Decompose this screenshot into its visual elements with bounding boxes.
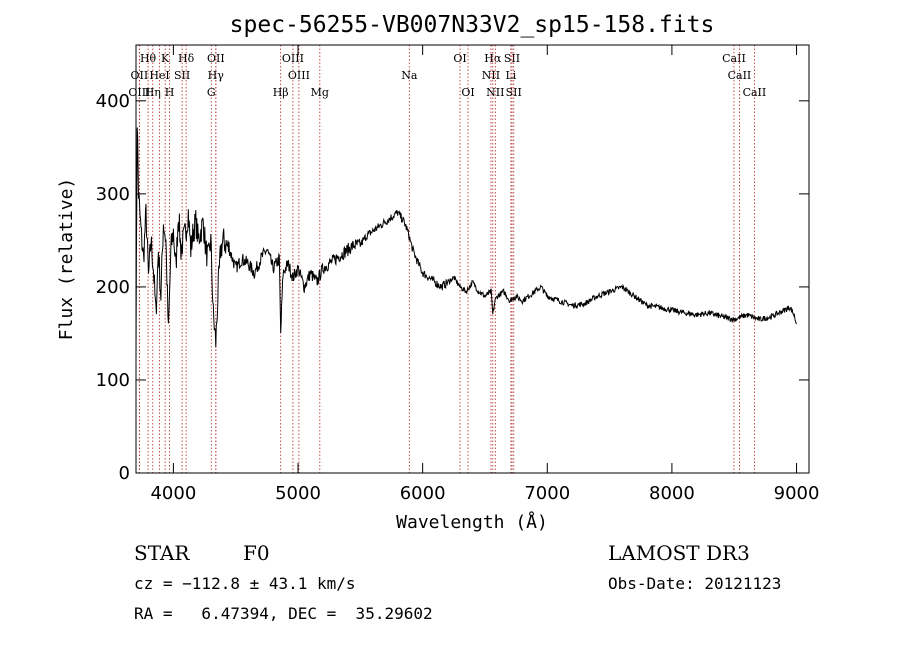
line-marker-label: Hδ [178, 52, 195, 65]
x-axis: 4000 5000 6000 7000 8000 9000 [150, 45, 819, 504]
line-marker-label: OIII [282, 52, 304, 65]
line-marker-label: Hγ [208, 69, 225, 82]
y-tick-label: 100 [96, 370, 130, 391]
line-marker-label: OIII [128, 86, 150, 99]
line-marker-label: OII [131, 69, 149, 82]
spectrum-series [135, 127, 797, 357]
line-marker-label: CaII [743, 86, 767, 99]
velocity-text: cz = −112.8 ± 43.1 km/s [134, 574, 356, 593]
line-marker-label: OIII [288, 69, 310, 82]
line-marker-label: SII [174, 69, 190, 82]
y-axis: 0 100 200 300 400 [96, 91, 809, 484]
line-marker-label: NII [482, 69, 500, 82]
line-marker-label: NII [486, 86, 504, 99]
line-marker-label: OI [453, 52, 466, 65]
line-marker-label: H [165, 86, 175, 99]
x-tick-label: 7000 [524, 483, 570, 504]
line-marker-label: HeI [149, 69, 169, 82]
line-marker-label: CaII [722, 52, 746, 65]
y-tick-label: 300 [96, 184, 130, 205]
line-marker-label: Hθ [140, 52, 157, 65]
x-tick-label: 6000 [400, 483, 446, 504]
line-marker-label: K [161, 52, 170, 65]
line-marker-label: Mg [311, 86, 329, 99]
y-tick-label: 0 [119, 463, 130, 484]
y-axis-label: Flux (relative) [56, 178, 77, 341]
line-marker-label: CaII [728, 69, 752, 82]
object-class: STAR [134, 541, 190, 565]
obs-date-text: Obs-Date: 20121123 [608, 574, 781, 593]
object-subclass: F0 [243, 541, 270, 565]
y-tick-label: 400 [96, 91, 130, 112]
line-marker-label: Li [505, 69, 516, 82]
line-marker-label: OI [461, 86, 474, 99]
line-marker-label: Hη [145, 86, 161, 99]
plot-frame [135, 44, 810, 474]
line-marker-label: SII [504, 52, 520, 65]
x-tick-label: 5000 [275, 483, 321, 504]
line-marker-label: Hβ [273, 86, 289, 99]
chart-title: spec-56255-VB007N33V2_sp15-158.fits [230, 12, 715, 38]
x-axis-label: Wavelength (Å) [396, 511, 548, 533]
spectrum-line [135, 127, 797, 357]
line-marker-label: SII [506, 86, 522, 99]
line-marker-label: G [207, 86, 216, 99]
line-marker-label: Hα [484, 52, 502, 65]
coordinates-text: RA = 6.47394, DEC = 35.29602 [134, 604, 433, 623]
y-tick-label: 200 [96, 277, 130, 298]
x-tick-label: 4000 [150, 483, 196, 504]
line-marker-label: OII [207, 52, 225, 65]
x-tick-label: 8000 [649, 483, 695, 504]
survey-name: LAMOST DR3 [608, 541, 750, 565]
x-tick-label: 9000 [774, 483, 820, 504]
line-marker-label: Na [401, 69, 418, 82]
